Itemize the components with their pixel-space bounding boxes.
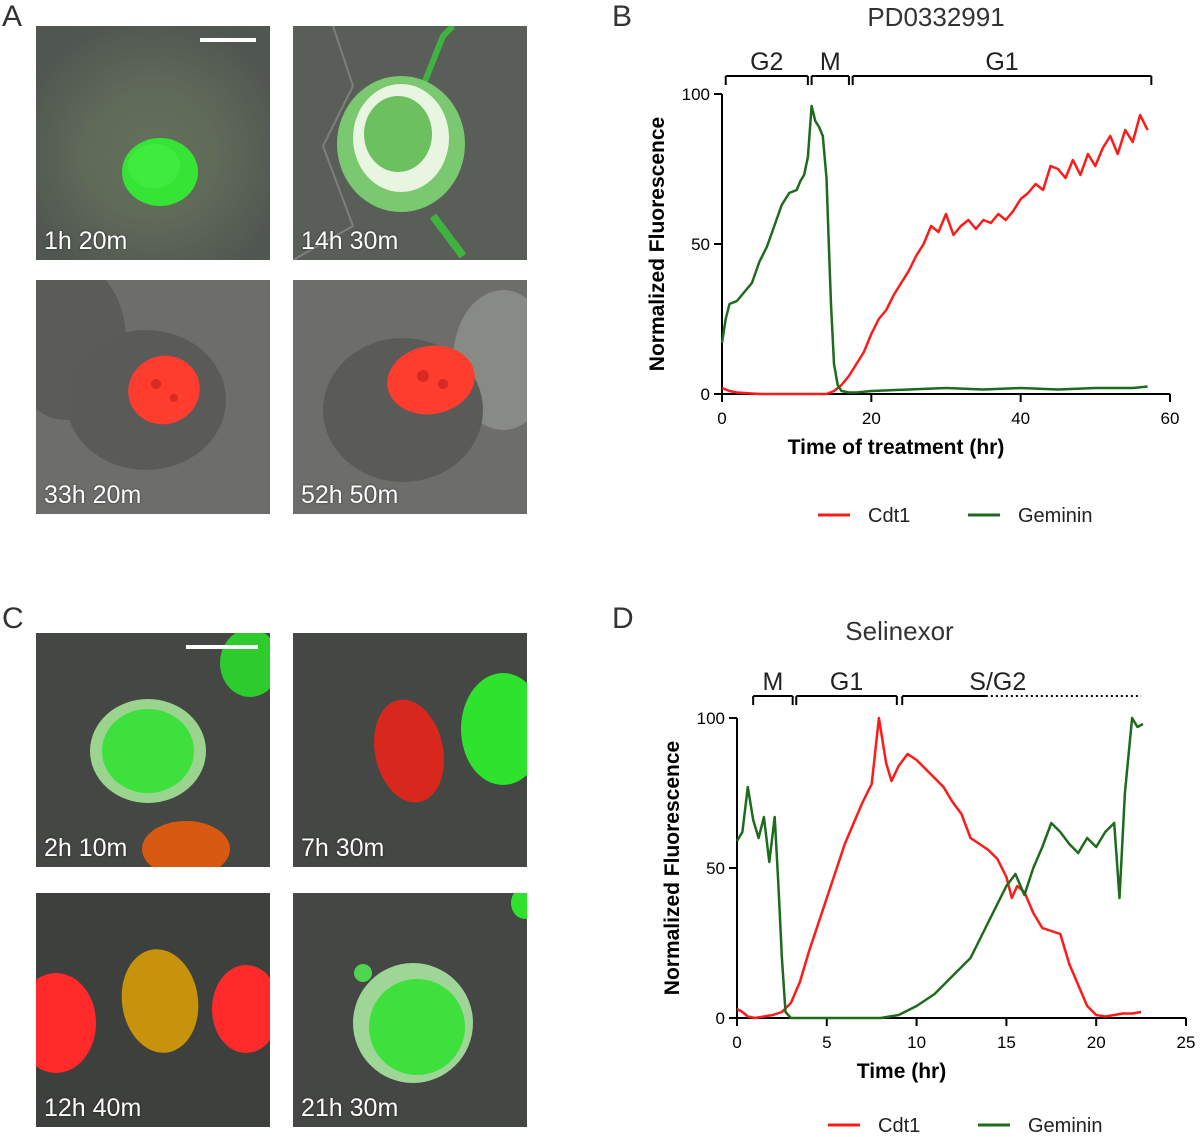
- micrograph-c1: 2h 10m: [36, 633, 270, 867]
- x-tick-label: 0: [732, 1033, 741, 1052]
- x-tick-label: 5: [822, 1033, 831, 1052]
- x-tick-label: 10: [907, 1033, 926, 1052]
- phase-label-g1: G1: [830, 668, 863, 696]
- micrograph-c4: 21h 30m: [293, 893, 527, 1127]
- scale-bar: [186, 645, 258, 649]
- series-line-geminin: [720, 104, 1148, 394]
- x-tick-label: 20: [862, 409, 881, 428]
- micrograph-a2: 14h 30m: [293, 26, 527, 260]
- micrograph-a4: 52h 50m: [293, 280, 527, 514]
- y-tick-label: 50: [706, 859, 725, 878]
- x-axis-label: Time of treatment (hr): [788, 436, 1005, 459]
- micrograph-a4-image: [293, 280, 527, 514]
- series-line-cdt1: [721, 113, 1149, 396]
- micrograph-c3: 12h 40m: [36, 893, 270, 1127]
- timestamp-c3: 12h 40m: [44, 1094, 142, 1122]
- timestamp-a2: 14h 30m: [301, 227, 399, 255]
- x-tick-label: 20: [1087, 1033, 1106, 1052]
- phase-label-s-g2: S/G2: [969, 668, 1026, 696]
- legend-label-cdt1: Cdt1: [878, 1115, 920, 1137]
- phase-label-g2: G2: [750, 48, 783, 76]
- y-tick-label: 0: [716, 1009, 725, 1028]
- phase-label-g1: G1: [985, 48, 1018, 76]
- x-tick-label: 40: [1011, 409, 1030, 428]
- timestamp-c4: 21h 30m: [301, 1094, 399, 1122]
- micrograph-a1-image: [36, 26, 270, 260]
- micrograph-a3: 33h 20m: [36, 280, 270, 514]
- x-tick-label: 25: [1177, 1033, 1196, 1052]
- timestamp-a1: 1h 20m: [44, 227, 128, 255]
- micrograph-c3-image: [36, 893, 270, 1127]
- x-tick-label: 15: [997, 1033, 1016, 1052]
- x-tick-label: 60: [1161, 409, 1180, 428]
- panel-letter-c: C: [2, 602, 24, 635]
- micrograph-a1: 1h 20m: [36, 26, 270, 260]
- series-line-cdt1: [736, 716, 1142, 1020]
- phase-label-m: M: [820, 48, 841, 76]
- timestamp-a4: 52h 50m: [301, 481, 399, 509]
- micrograph-c1-image: [36, 633, 270, 867]
- micrograph-c2: 7h 30m: [293, 633, 527, 867]
- panel-letter-d: D: [612, 602, 634, 635]
- panel-letter-b: B: [612, 0, 633, 33]
- chart-title: Selinexor: [845, 616, 954, 646]
- y-axis-label: Normalized Fluorescence: [661, 741, 684, 995]
- timestamp-c2: 7h 30m: [301, 834, 385, 862]
- timestamp-a3: 33h 20m: [44, 481, 142, 509]
- panel-letter-a: A: [2, 0, 23, 33]
- legend-label-cdt1: Cdt1: [868, 505, 910, 527]
- legend-label-geminin: Geminin: [1028, 1115, 1102, 1137]
- y-tick-label: 50: [691, 235, 710, 254]
- y-axis-label: Normalized Fluorescence: [646, 117, 669, 371]
- chart-pd0332991: PD0332991 G2 M G1 0 20 40 60 0 50 100 Time of treat…: [646, 2, 1180, 527]
- micrograph-a3-image: [36, 280, 270, 514]
- timestamp-c1: 2h 10m: [44, 834, 128, 862]
- y-tick-label: 0: [701, 385, 710, 404]
- scale-bar: [200, 38, 256, 42]
- y-tick-label: 100: [697, 709, 725, 728]
- chart-title: PD0332991: [867, 2, 1004, 32]
- phase-label-m: M: [763, 668, 784, 696]
- micrograph-c4-image: [293, 893, 527, 1127]
- micrograph-c2-image: [293, 633, 527, 867]
- y-tick-label: 100: [682, 85, 710, 104]
- micrograph-a2-image: [293, 26, 527, 260]
- series-line-geminin: [735, 716, 1144, 1020]
- x-axis-label: Time (hr): [857, 1060, 946, 1083]
- legend-label-geminin: Geminin: [1018, 505, 1092, 527]
- x-tick-label: 0: [717, 409, 726, 428]
